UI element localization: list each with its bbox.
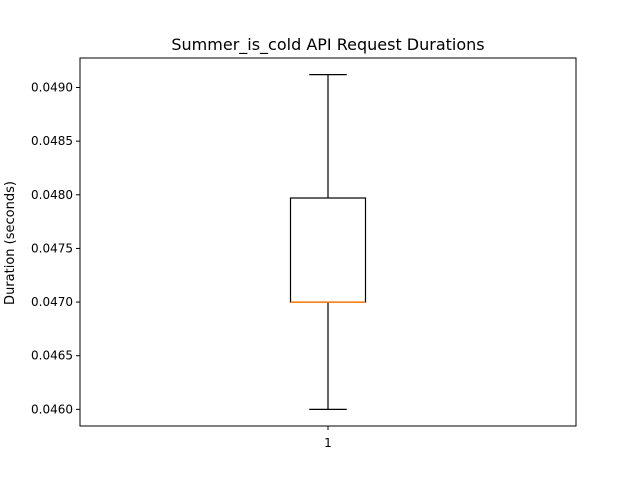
y-tick-label-4: 0.0480: [31, 188, 73, 202]
x-tick-label-0: 1: [324, 436, 332, 450]
y-tick-label-6: 0.0490: [31, 81, 73, 95]
y-tick-label-2: 0.0470: [31, 295, 73, 309]
y-tick-label-0: 0.0460: [31, 402, 73, 416]
iqr-box: [289, 197, 367, 303]
y-tick-label-1: 0.0465: [31, 349, 73, 363]
y-axis-label: Duration (seconds): [3, 181, 18, 305]
y-tick-label-3: 0.0475: [31, 241, 73, 255]
chart-title: Summer_is_cold API Request Durations: [171, 35, 484, 55]
plot-area: 0.0460 0.0465 0.0470 0.0475 0.0480 0.0485 0.04…: [31, 57, 577, 450]
y-tick-label-5: 0.0485: [31, 134, 73, 148]
